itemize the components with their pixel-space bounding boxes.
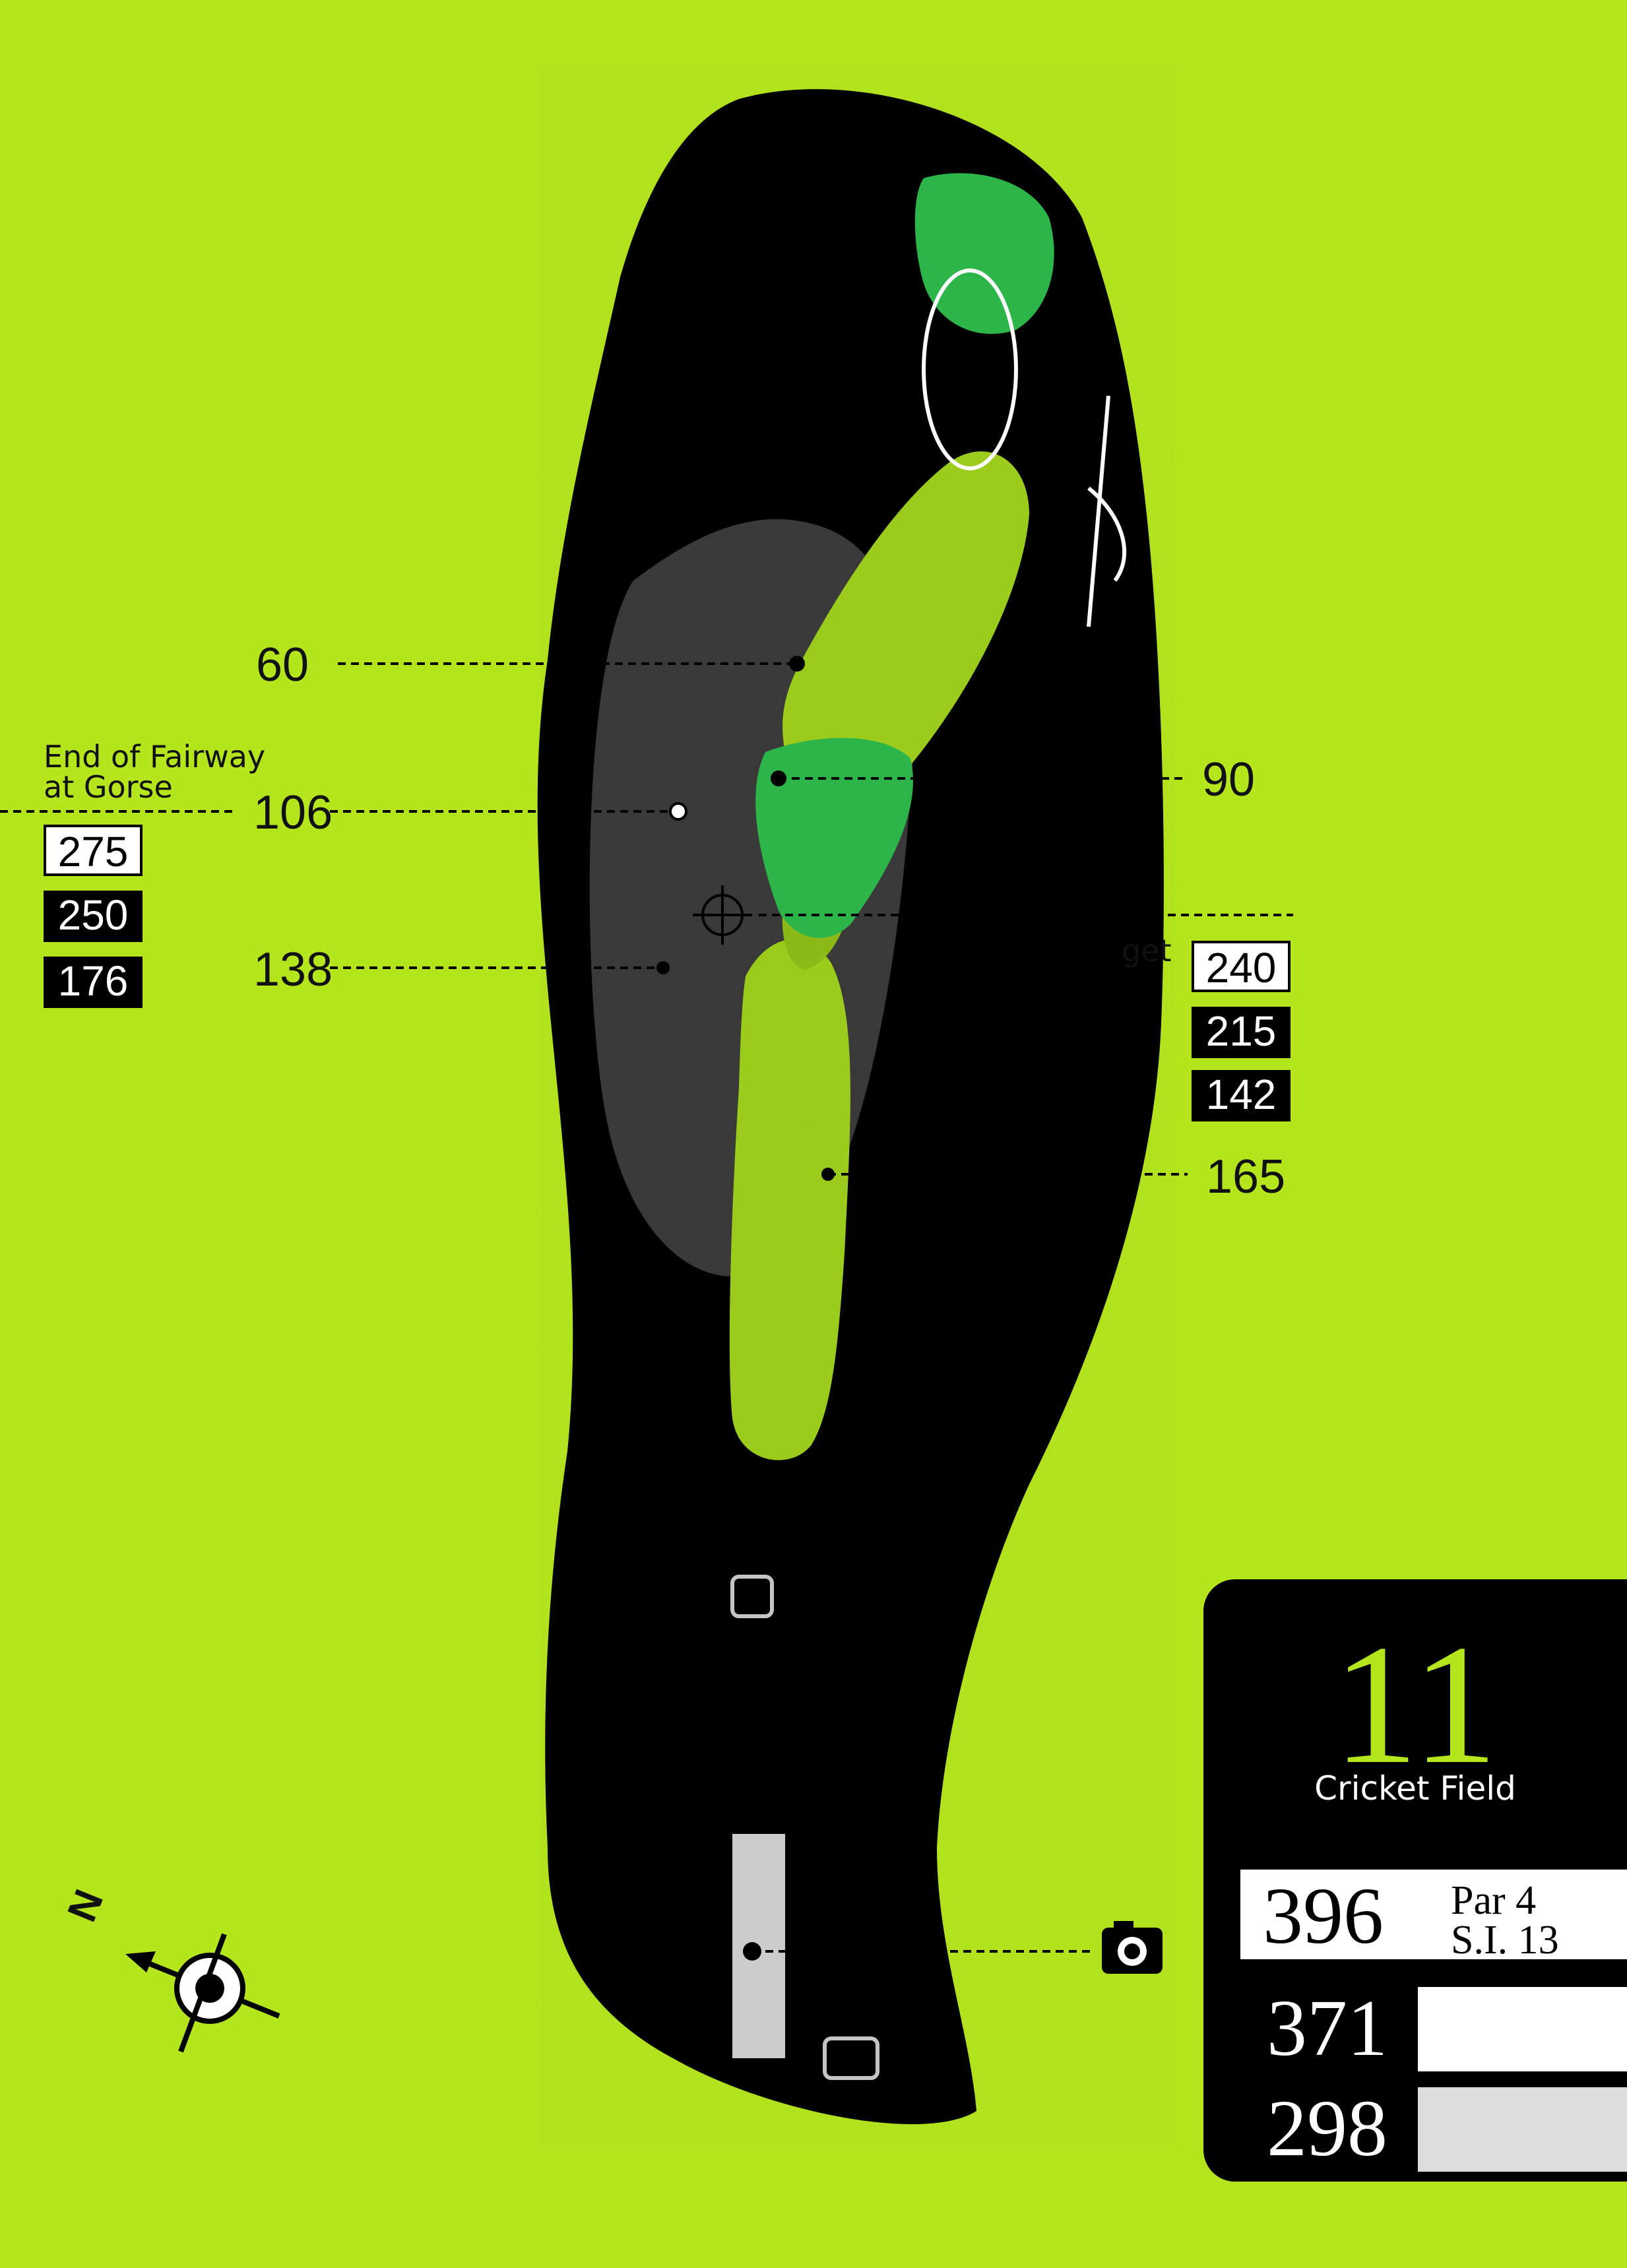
- yardage-165: 165: [1206, 1150, 1286, 1203]
- target-crosshair-icon: [693, 885, 752, 945]
- tee-yards-yellow: 371: [1267, 1984, 1388, 2073]
- tee-panel-yellow: [1418, 1987, 1627, 2071]
- yardage-90: 90: [1202, 753, 1256, 806]
- texture-overlay: [541, 66, 1174, 2144]
- yardage-lines: [0, 662, 1293, 1953]
- yardage-60: 60: [256, 639, 309, 691]
- hole-name: Cricket Field: [1314, 1769, 1516, 1808]
- left-note-line2: at Gorse: [44, 769, 173, 805]
- right-distance-yellow: 215: [1192, 1007, 1291, 1058]
- left-distance-white: 275: [44, 825, 143, 876]
- right-distance-white: 240: [1192, 941, 1291, 992]
- left-distance-yellow: 250: [44, 891, 143, 942]
- yardage-dots: [656, 656, 835, 1961]
- tee-row-yellow: 371: [1203, 1982, 1627, 2087]
- tee-row-red: 298: [1203, 2082, 1627, 2188]
- stroke-index-label: S.I. 13: [1451, 1918, 1559, 1963]
- tee-yards-red: 298: [1267, 2084, 1388, 2173]
- left-note-line1: End of Fairway: [44, 739, 266, 774]
- par-label: Par 4: [1451, 1878, 1537, 1923]
- compass-north-arrow-icon: [125, 1933, 280, 2053]
- hole-scorecard: 11 Cricket Field 396 Par 4 S.I. 13 371 2…: [1203, 1579, 1627, 2182]
- left-distance-red: 176: [44, 957, 143, 1008]
- yardage-106: 106: [253, 786, 333, 839]
- camera-icon: [1102, 1921, 1163, 1974]
- right-distance-red: 142: [1192, 1070, 1291, 1121]
- tee-row-white-bg: [1240, 1870, 1627, 1959]
- hole-number: 11: [1332, 1610, 1498, 1800]
- yardage-138: 138: [253, 943, 333, 996]
- tee-panel-red: [1418, 2087, 1627, 2172]
- tee-yards-white: 396: [1263, 1872, 1384, 1961]
- right-note-label: get: [1122, 933, 1172, 968]
- tee-row-white: 396 Par 4 S.I. 13: [1203, 1870, 1627, 1975]
